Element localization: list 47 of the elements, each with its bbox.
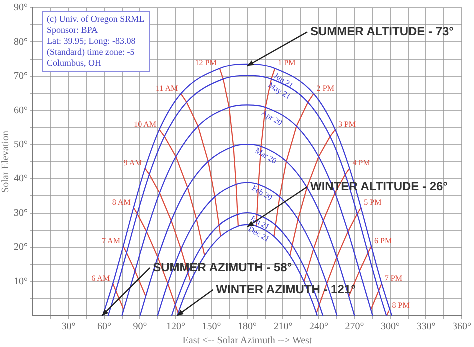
x-tick-label: 90°	[133, 322, 148, 333]
series-label: 10 AM	[134, 120, 157, 129]
x-tick-label: 300°	[381, 322, 400, 333]
text: Mar 20	[254, 146, 278, 166]
series-label: 7 AM	[102, 236, 120, 246]
y-tick-label: 80°	[14, 36, 28, 48]
y-tick-label: 10°	[14, 276, 28, 288]
annotation: (Standard) time zone: -5	[47, 47, 136, 58]
series-label: 4 PM	[352, 158, 370, 168]
x-tick-label: 30°	[62, 322, 76, 333]
y-tick-label: 40°	[14, 174, 28, 185]
series-label: 7 PM	[384, 274, 402, 283]
x-tick-label: 330°	[416, 322, 436, 333]
series-label: 6 AM	[92, 274, 110, 283]
x-axis-title: East <-- Solar Azimuth --> West	[182, 336, 312, 347]
x-tick-label: 120°	[166, 322, 186, 333]
y-tick-label: 60°	[14, 105, 28, 116]
y-axis-title: Solar Elevation	[0, 131, 12, 193]
x-tick-label: 270°	[345, 322, 364, 333]
series-label: 11 AM	[156, 84, 178, 93]
y-tick-label: 90°	[14, 2, 28, 14]
x-tick-label: 360°	[452, 322, 472, 333]
series-label: 12 PM	[195, 58, 217, 68]
series-label: 6 PM	[374, 236, 392, 246]
annotation: Sponsor: BPA	[47, 25, 99, 36]
series-label: 2 PM	[316, 84, 334, 93]
series-label: 9 AM	[124, 158, 142, 168]
y-tick-label: 70°	[14, 71, 28, 82]
series-label: 1 PM	[278, 58, 296, 68]
annotation: SUMMER ALTITUDE - 73°	[310, 24, 454, 38]
y-tick-label: 20°	[14, 242, 28, 254]
series-label: 5 PM	[364, 198, 382, 207]
series-label: 8 AM	[112, 198, 131, 207]
annotation: Columbus, OH	[47, 58, 103, 69]
x-tick-label: 210°	[274, 322, 293, 333]
y-tick-label: 50°	[14, 140, 28, 151]
annotation: Lat: 39.95; Long: -83.08	[47, 36, 137, 47]
series-label: 3 PM	[338, 120, 356, 129]
x-tick-label: 180°	[238, 322, 257, 333]
x-tick-label: 60°	[98, 322, 112, 333]
text: Feb 20	[250, 184, 274, 203]
series-label: 8 PM	[392, 300, 410, 310]
x-tick-label: 240°	[310, 322, 328, 333]
annotation: (c) Univ. of Oregon SRML	[47, 14, 145, 25]
y-tick-label: 30°	[14, 208, 28, 219]
x-tick-label: 150°	[202, 322, 222, 333]
text: Apr 20	[260, 108, 284, 128]
